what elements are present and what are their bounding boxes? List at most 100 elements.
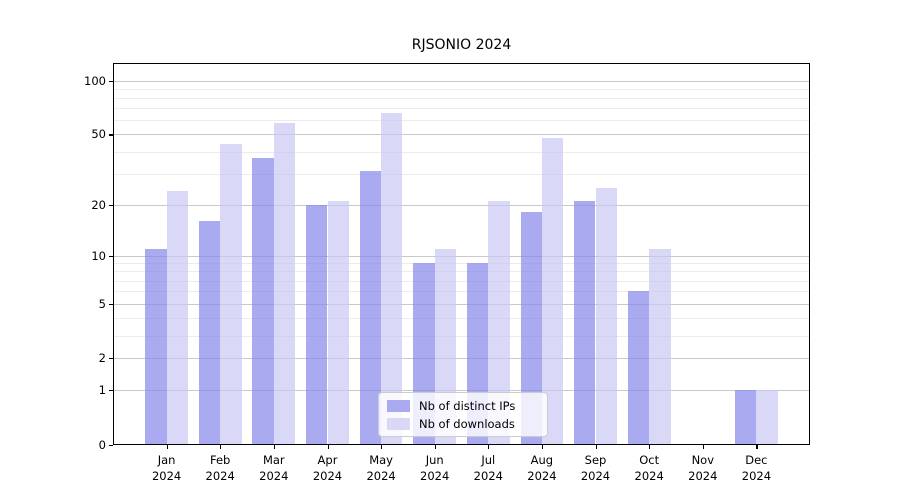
- gridline-minor: [113, 120, 810, 122]
- x-tick-year: 2024: [688, 469, 718, 483]
- gridline-minor: [113, 271, 810, 273]
- gridline-major: [113, 255, 810, 257]
- y-tick-mark: [109, 390, 113, 392]
- legend-swatch-downloads: [387, 417, 410, 430]
- x-tick-year: 2024: [151, 469, 182, 483]
- chart-title: RJSONIO 2024: [411, 37, 512, 53]
- x-tick-mark: [166, 445, 168, 449]
- x-tick-mark: [434, 445, 436, 449]
- bar-distinct-ips-sep: [574, 200, 596, 445]
- bar-downloads-oct: [649, 248, 671, 445]
- y-tick-mark: [109, 134, 113, 136]
- x-tick-mark: [595, 445, 597, 449]
- legend-row-downloads: Nb of downloads: [379, 417, 547, 431]
- x-tick-year: 2024: [420, 469, 450, 483]
- x-tick-label: Dec 2024: [726, 452, 786, 484]
- gridline-minor: [113, 88, 810, 90]
- gridline-major: [113, 358, 810, 360]
- y-tick-label: 5: [98, 296, 106, 311]
- bar-downloads-apr: [327, 200, 349, 445]
- legend-label-distinct-ips: Nb of distinct IPs: [419, 398, 516, 413]
- y-tick-mark: [109, 255, 113, 257]
- gridline-minor: [113, 108, 810, 110]
- y-tick-label: 2: [98, 351, 106, 366]
- x-tick-year: 2024: [205, 469, 235, 483]
- x-tick-year: 2024: [312, 469, 343, 483]
- y-tick-mark: [109, 358, 113, 360]
- legend-row-distinct-ips: Nb of distinct IPs: [379, 399, 547, 413]
- x-tick-label: Oct 2024: [619, 452, 679, 484]
- gridline-minor: [113, 263, 810, 265]
- y-tick-mark: [109, 204, 113, 206]
- x-tick-mark: [273, 445, 275, 449]
- bar-downloads-jan: [166, 190, 188, 445]
- gridline-major: [113, 303, 810, 305]
- bar-distinct-ips-may: [359, 171, 381, 445]
- legend-swatch-distinct-ips: [387, 399, 410, 412]
- x-tick-label: Jul 2024: [458, 452, 518, 484]
- y-tick-label: 50: [91, 127, 106, 142]
- bar-distinct-ips-jan: [145, 248, 167, 445]
- bar-distinct-ips-apr: [306, 204, 328, 445]
- x-tick-mark: [541, 445, 544, 449]
- gridline-minor: [113, 173, 810, 175]
- x-tick-mark: [488, 445, 490, 449]
- x-tick-mark: [702, 445, 704, 449]
- gridline-major: [113, 204, 810, 206]
- y-tick-label: 10: [91, 248, 106, 263]
- x-tick-mark: [220, 445, 222, 449]
- x-tick-label: Jan 2024: [137, 452, 197, 484]
- y-tick-mark: [109, 303, 113, 305]
- gridline-minor: [113, 151, 810, 153]
- legend-label-downloads: Nb of downloads: [419, 416, 515, 431]
- x-tick-year: 2024: [527, 469, 557, 483]
- x-tick-year: 2024: [366, 469, 396, 483]
- y-tick-label: 1: [98, 383, 106, 398]
- bar-distinct-ips-oct: [627, 291, 650, 445]
- legend: Nb of distinct IPs Nb of downloads: [378, 392, 548, 437]
- x-tick-mark: [649, 445, 651, 449]
- x-tick-label: Sep 2024: [566, 452, 626, 484]
- x-tick-year: 2024: [741, 469, 772, 483]
- gridline-minor: [113, 317, 810, 319]
- x-tick-label: May 2024: [351, 452, 411, 484]
- x-tick-label: Aug 2024: [512, 452, 572, 484]
- bar-distinct-ips-aug: [520, 212, 542, 445]
- x-tick-label: Apr 2024: [298, 452, 358, 484]
- x-tick-label: Jun 2024: [405, 452, 465, 484]
- x-tick-label: Mar 2024: [244, 452, 304, 484]
- gridline-minor: [113, 291, 810, 293]
- bar-distinct-ips-dec: [734, 390, 757, 445]
- bar-downloads-mar: [273, 122, 296, 445]
- x-tick-year: 2024: [580, 469, 611, 483]
- gridline-minor: [113, 97, 810, 99]
- x-tick-year: 2024: [473, 469, 503, 483]
- bar-downloads-jul: [488, 200, 510, 445]
- x-tick-mark: [756, 445, 758, 449]
- x-tick-year: 2024: [259, 469, 289, 483]
- bar-downloads-aug: [541, 137, 564, 445]
- gridline-minor: [113, 280, 810, 282]
- bar-downloads-sep: [595, 187, 617, 445]
- y-tick-mark: [109, 80, 113, 82]
- y-tick-label: 0: [98, 438, 106, 452]
- bar-distinct-ips-mar: [252, 157, 274, 445]
- gridline-major: [113, 134, 810, 136]
- bar-downloads-dec: [756, 390, 778, 445]
- x-tick-mark: [327, 445, 329, 449]
- y-tick-label: 20: [91, 197, 106, 212]
- gridline-major: [113, 390, 810, 392]
- gridline-minor: [113, 335, 810, 337]
- bar-distinct-ips-feb: [198, 221, 221, 445]
- y-tick-label: 100: [84, 73, 106, 88]
- plot-frame: [113, 63, 810, 445]
- y-tick-mark: [109, 445, 113, 447]
- x-tick-year: 2024: [634, 469, 664, 483]
- gridline-major: [113, 80, 810, 82]
- bar-downloads-may: [381, 112, 403, 445]
- bar-downloads-feb: [220, 144, 242, 445]
- x-tick-mark: [381, 445, 383, 449]
- x-tick-label: Feb 2024: [190, 452, 250, 484]
